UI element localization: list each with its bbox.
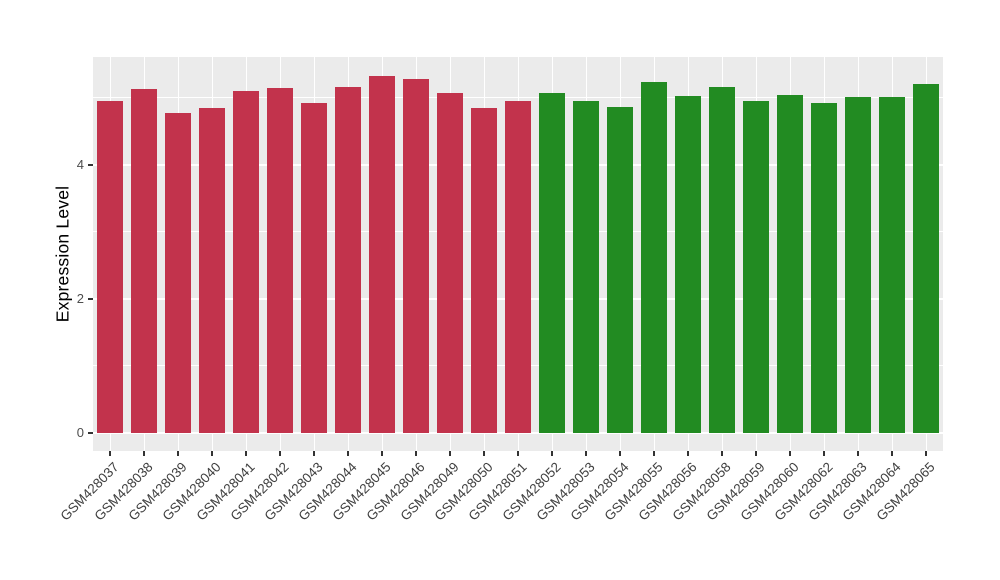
bar-GSM428037: [97, 100, 123, 433]
x-tick-mark: [585, 451, 587, 456]
x-tick-mark: [381, 451, 383, 456]
bar-GSM428051: [505, 100, 531, 433]
bar-GSM428052: [539, 92, 565, 433]
bar-GSM428063: [845, 97, 871, 433]
x-tick-mark: [415, 451, 417, 456]
bar-GSM428054: [607, 107, 633, 433]
x-tick-mark: [245, 451, 247, 456]
bar-GSM428043: [301, 102, 327, 433]
x-tick-mark: [109, 451, 111, 456]
bar-GSM428041: [233, 91, 259, 433]
x-tick-mark: [857, 451, 859, 456]
x-tick-mark: [789, 451, 791, 456]
bar-GSM428049: [437, 92, 463, 433]
y-tick-mark: [88, 431, 93, 434]
y-tick-mark: [88, 163, 93, 166]
y-tick-label: 4: [76, 157, 84, 173]
x-tick-mark: [755, 451, 757, 456]
bar-GSM428062: [811, 102, 837, 433]
x-tick-mark: [551, 451, 553, 456]
x-tick-mark: [517, 451, 519, 456]
x-tick-mark: [449, 451, 451, 456]
bar-GSM428039: [165, 112, 191, 433]
bar-GSM428053: [573, 100, 599, 433]
x-tick-mark: [313, 451, 315, 456]
bar-GSM428040: [199, 107, 225, 433]
x-tick-mark: [279, 451, 281, 456]
x-tick-mark: [721, 451, 723, 456]
y-tick-label: 2: [76, 291, 84, 307]
x-tick-mark: [823, 451, 825, 456]
major-gridline: [93, 432, 943, 434]
x-tick-mark: [143, 451, 145, 456]
x-tick-mark: [925, 451, 927, 456]
x-tick-mark: [347, 451, 349, 456]
bar-GSM428064: [879, 97, 905, 433]
x-tick-mark: [211, 451, 213, 456]
y-tick-label: 0: [76, 425, 84, 441]
bar-GSM428055: [641, 81, 667, 433]
x-tick-mark: [619, 451, 621, 456]
bar-GSM428056: [675, 95, 701, 433]
bar-GSM428065: [913, 84, 939, 433]
y-tick-mark: [88, 297, 93, 300]
bar-GSM428050: [471, 107, 497, 433]
x-tick-mark: [177, 451, 179, 456]
minor-gridline: [93, 97, 943, 99]
bar-GSM428038: [131, 89, 157, 433]
plot-panel: [93, 57, 943, 451]
bar-GSM428042: [267, 88, 293, 433]
x-tick-mark: [483, 451, 485, 456]
bar-GSM428059: [743, 101, 769, 433]
bar-GSM428045: [369, 75, 395, 433]
bar-GSM428058: [709, 87, 735, 433]
x-tick-mark: [891, 451, 893, 456]
bar-GSM428044: [335, 87, 361, 433]
bar-GSM428046: [403, 79, 429, 433]
bar-GSM428060: [777, 95, 803, 433]
x-tick-mark: [687, 451, 689, 456]
x-tick-mark: [653, 451, 655, 456]
